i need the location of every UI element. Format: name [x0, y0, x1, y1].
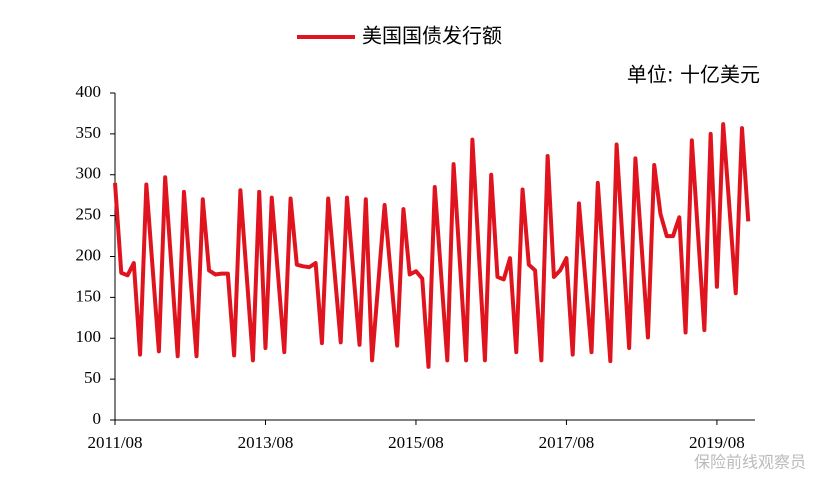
y-tick-label: 200	[76, 245, 102, 264]
y-tick-label: 300	[76, 164, 102, 183]
y-tick-label: 0	[93, 409, 102, 428]
y-tick-label: 50	[84, 368, 101, 387]
y-tick-label: 400	[76, 82, 102, 101]
watermark: 保险前线观察员	[694, 453, 806, 472]
x-tick-label: 2017/08	[539, 433, 595, 452]
legend-label: 美国国债发行额	[362, 24, 502, 48]
data-line	[113, 122, 751, 369]
x-tick-label: 2015/08	[388, 433, 444, 452]
y-tick-label: 150	[76, 286, 102, 305]
y-tick-label: 100	[76, 327, 102, 346]
y-tick-label: 350	[76, 123, 102, 142]
unit-label: 单位: 十亿美元	[627, 63, 760, 87]
x-tick-label: 2019/08	[689, 433, 745, 452]
y-tick-label: 250	[76, 205, 102, 224]
x-tick-label: 2011/08	[87, 433, 142, 452]
x-tick-label: 2013/08	[238, 433, 294, 452]
